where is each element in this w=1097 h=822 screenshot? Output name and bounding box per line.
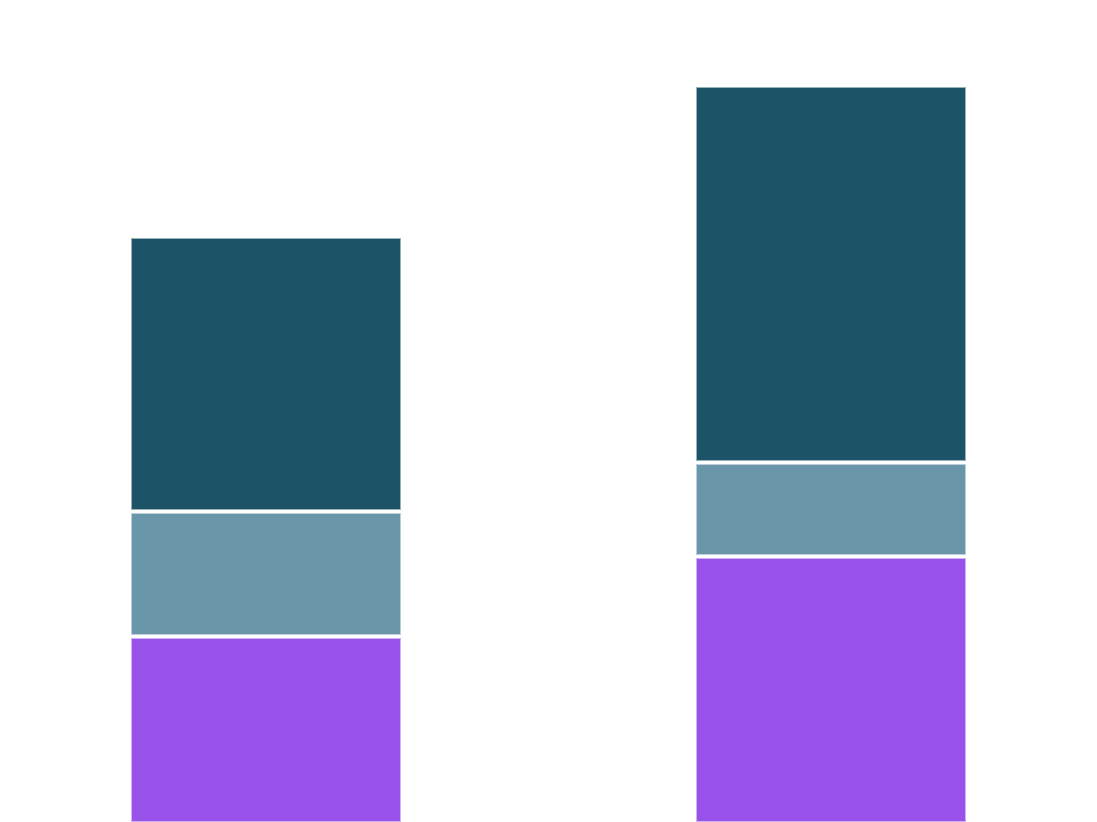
stacked-bar-2 xyxy=(696,87,966,822)
bar-2-segment-steel-blue-middle xyxy=(696,464,966,555)
stacked-bar-1 xyxy=(131,238,401,822)
bar-1-segment-steel-blue-middle xyxy=(131,513,401,635)
bar-1-segment-dark-teal-top xyxy=(131,238,401,510)
bar-2-segment-dark-teal-top xyxy=(696,87,966,461)
bar-1-segment-purple-bottom xyxy=(131,638,401,822)
bar-2-segment-purple-bottom xyxy=(696,558,966,822)
